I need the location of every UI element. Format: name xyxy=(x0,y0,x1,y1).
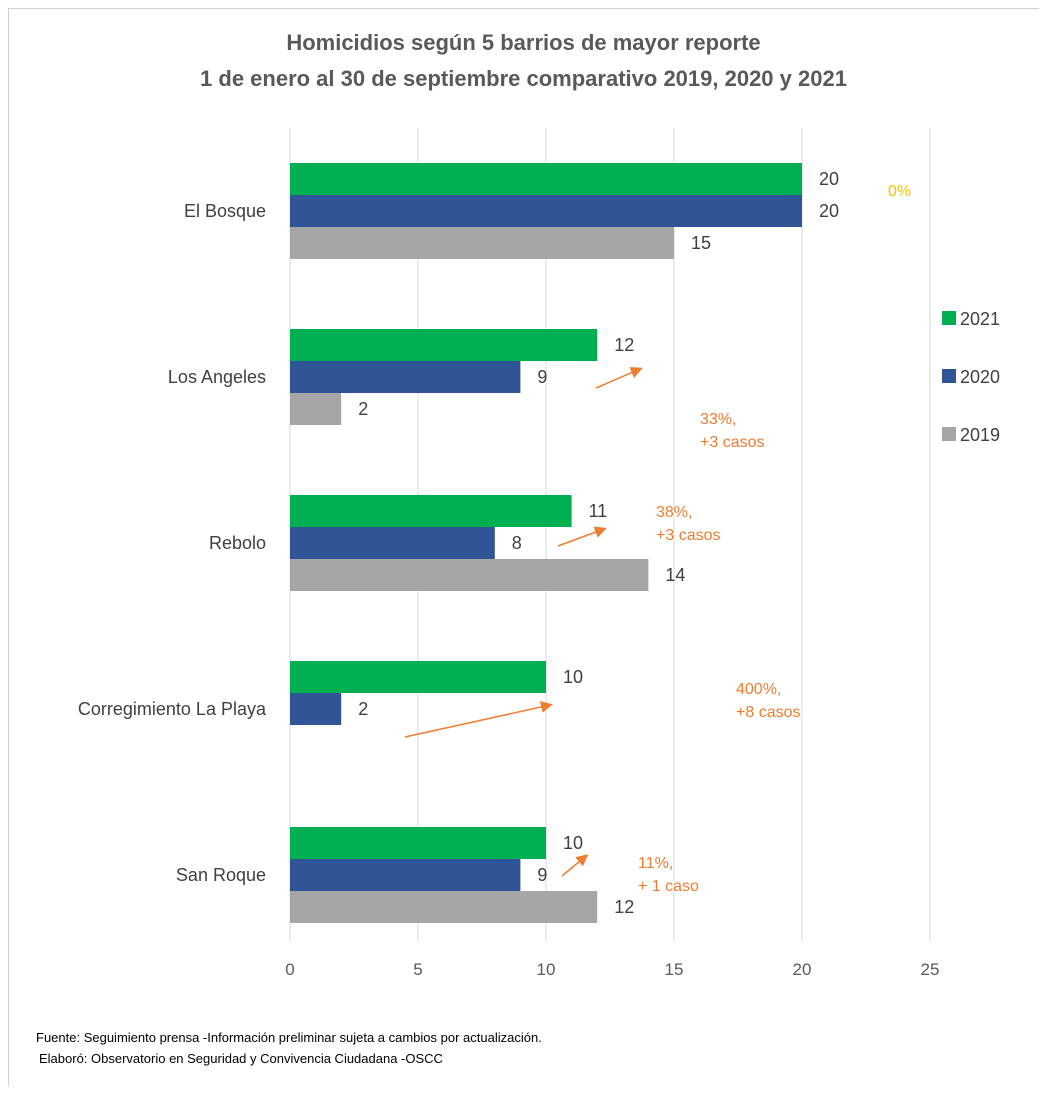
change-annotation: 38%, xyxy=(656,504,692,521)
change-annotation: +3 casos xyxy=(656,527,720,544)
data-label: 9 xyxy=(537,367,547,387)
data-label: 20 xyxy=(819,169,839,189)
data-label: 15 xyxy=(691,233,711,253)
category-label: Corregimiento La Playa xyxy=(78,699,267,719)
bar-2019 xyxy=(290,559,649,591)
legend-label: 2020 xyxy=(960,367,1000,387)
legend-swatch-2021 xyxy=(942,311,956,325)
bar-2021 xyxy=(290,661,546,693)
data-label: 12 xyxy=(614,897,634,917)
chart-frame xyxy=(8,8,1039,1086)
legend-swatch-2020 xyxy=(942,369,956,383)
chart-title-line-2: 1 de enero al 30 de septiembre comparati… xyxy=(200,66,847,91)
change-annotation: 33%, xyxy=(700,411,736,428)
footer-credit: Elaboró: Observatorio en Seguridad y Con… xyxy=(39,1051,443,1066)
x-tick-label: 0 xyxy=(285,960,294,979)
data-label: 20 xyxy=(819,201,839,221)
footer-source: Fuente: Seguimiento prensa -Información … xyxy=(36,1030,542,1045)
data-label: 14 xyxy=(665,565,685,585)
x-tick-label: 15 xyxy=(665,960,684,979)
data-label: 10 xyxy=(563,833,583,853)
x-tick-label: 25 xyxy=(921,960,940,979)
legend-swatch-2019 xyxy=(942,427,956,441)
category-label: Rebolo xyxy=(209,533,266,553)
bar-2020 xyxy=(290,527,495,559)
trend-arrow xyxy=(595,367,643,389)
legend-label: 2021 xyxy=(960,309,1000,329)
legend-label: 2019 xyxy=(960,425,1000,445)
bar-2019 xyxy=(290,891,598,923)
bar-2021 xyxy=(290,495,572,527)
data-label: 8 xyxy=(512,533,522,553)
bar-2019 xyxy=(290,227,674,259)
category-label: Los Angeles xyxy=(168,367,266,387)
change-annotation: 11%, xyxy=(638,855,673,872)
x-tick-label: 5 xyxy=(413,960,422,979)
bar-2021 xyxy=(290,163,802,195)
change-annotation: + 1 caso xyxy=(638,878,699,895)
change-annotation: 400%, xyxy=(736,681,781,698)
bar-2020 xyxy=(290,693,342,725)
trend-arrow xyxy=(404,701,553,738)
bar-2021 xyxy=(290,329,598,361)
category-label: San Roque xyxy=(176,865,266,885)
bar-2020 xyxy=(290,859,521,891)
bar-2021 xyxy=(290,827,546,859)
trend-arrow xyxy=(557,526,607,547)
x-tick-label: 20 xyxy=(793,960,812,979)
bar-2019 xyxy=(290,393,342,425)
change-annotation: 0% xyxy=(888,183,911,200)
change-annotation: +8 casos xyxy=(736,704,800,721)
data-label: 11 xyxy=(589,501,608,521)
bar-2020 xyxy=(290,361,521,393)
data-label: 12 xyxy=(614,335,634,355)
x-tick-label: 10 xyxy=(537,960,556,979)
data-label: 2 xyxy=(358,399,368,419)
data-label: 10 xyxy=(563,667,583,687)
data-label: 2 xyxy=(358,699,368,719)
chart-title-line-1: Homicidios según 5 barrios de mayor repo… xyxy=(286,30,761,55)
change-annotation: +3 casos xyxy=(700,434,764,451)
trend-arrow xyxy=(561,854,589,877)
data-label: 9 xyxy=(537,865,547,885)
category-label: El Bosque xyxy=(184,201,266,221)
bar-2020 xyxy=(290,195,802,227)
